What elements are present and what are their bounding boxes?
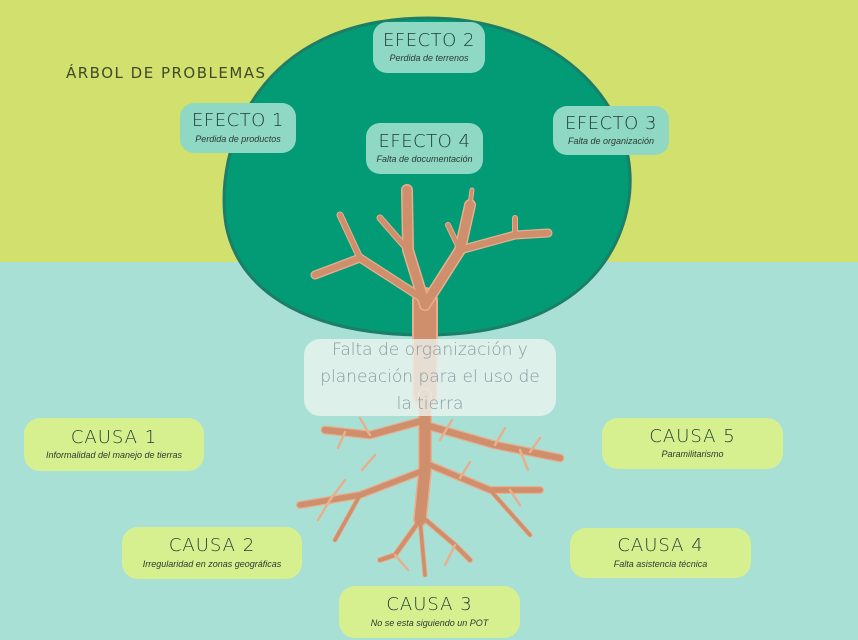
page-title: ÁRBOL DE PROBLEMAS (66, 64, 267, 82)
cause-2-box: CAUSA 2 Irregularidad en zonas geográfic… (122, 527, 302, 579)
cause-2-label: CAUSA 2 (168, 535, 256, 557)
central-problem: Falta de organización y planeación para … (304, 339, 556, 416)
effect-1-label: EFECTO 1 (191, 110, 284, 132)
cause-5-label: CAUSA 5 (649, 425, 736, 447)
tree-roots (296, 388, 565, 578)
effect-3-detail: Falta de organización (567, 136, 655, 147)
cause-1-box: CAUSA 1 Informalidad del manejo de tierr… (24, 418, 204, 471)
effect-2-detail: Perdida de terrenos (389, 53, 469, 64)
cause-2-detail: Irregularidad en zonas geográficas (142, 558, 282, 569)
effect-3-box: EFECTO 3 Falta de organización (553, 106, 669, 155)
effect-1-detail: Perdida de productos (195, 133, 281, 144)
cause-3-box: CAUSA 3 No se esta siguiendo un POT (339, 586, 520, 638)
cause-3-label: CAUSA 3 (386, 594, 473, 616)
effect-3-label: EFECTO 3 (564, 112, 657, 134)
cause-3-detail: No se esta siguiendo un POT (370, 617, 489, 628)
effect-4-detail: Falta de documentación (376, 154, 473, 165)
cause-1-label: CAUSA 1 (70, 426, 158, 448)
effect-4-label: EFECTO 4 (378, 130, 471, 152)
effect-4-box: EFECTO 4 Falta de documentación (366, 123, 483, 174)
effect-2-box: EFECTO 2 Perdida de terrenos (373, 22, 485, 73)
cause-4-detail: Falta asistencia técnica (613, 558, 708, 569)
cause-4-label: CAUSA 4 (617, 535, 704, 557)
cause-5-detail: Paramilitarismo (661, 449, 724, 460)
cause-5-box: CAUSA 5 Paramilitarismo (602, 418, 783, 469)
cause-1-detail: Informalidad del manejo de tierras (45, 450, 183, 461)
effect-1-box: EFECTO 1 Perdida de productos (180, 103, 296, 153)
cause-4-box: CAUSA 4 Falta asistencia técnica (570, 528, 751, 578)
effect-2-label: EFECTO 2 (382, 29, 475, 51)
